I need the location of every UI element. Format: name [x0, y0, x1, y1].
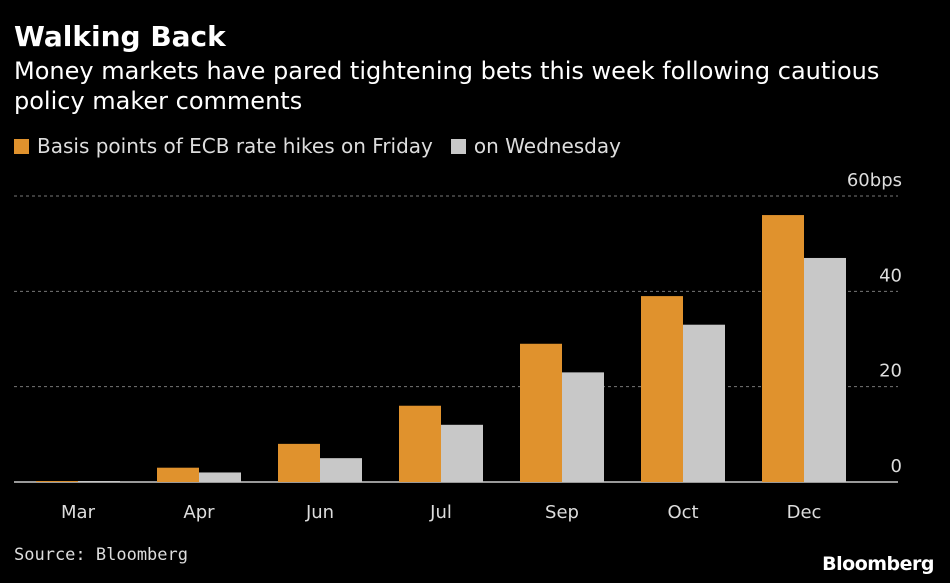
bar-apr-friday — [157, 467, 199, 482]
x-tick-label-apr: Apr — [183, 502, 215, 523]
y-tick-label-20: 20 — [879, 361, 902, 382]
x-tick-label-oct: Oct — [667, 502, 698, 523]
x-tick-label-dec: Dec — [787, 502, 822, 523]
bar-jul-wednesday — [441, 424, 483, 482]
legend-label-wednesday: on Wednesday — [473, 134, 621, 158]
bloomberg-logo: Bloomberg — [822, 553, 934, 575]
x-tick-label-jun: Jun — [305, 502, 334, 523]
x-tick-label-sep: Sep — [545, 502, 579, 523]
bar-mar-friday — [36, 481, 78, 482]
legend: Basis points of ECB rate hikes on Friday… — [14, 134, 639, 158]
legend-item-wednesday: on Wednesday — [450, 134, 621, 158]
source-note: Source: Bloomberg — [14, 545, 188, 565]
bar-jun-wednesday — [320, 458, 362, 482]
y-tick-label-0: 0 — [891, 456, 902, 477]
legend-label-friday: Basis points of ECB rate hikes on Friday — [37, 134, 433, 158]
legend-swatch-wednesday — [450, 138, 466, 154]
bar-oct-friday — [641, 296, 683, 482]
bar-mar-wednesday — [78, 481, 120, 482]
bar-sep-wednesday — [562, 372, 604, 482]
chart-subtitle: Money markets have pared tightening bets… — [14, 57, 880, 115]
x-tick-label-jul: Jul — [429, 502, 452, 523]
legend-swatch-friday — [14, 138, 29, 154]
bar-jun-friday — [278, 443, 320, 482]
legend-item-friday: Basis points of ECB rate hikes on Friday — [14, 134, 433, 158]
y-tick-label-60: 60bps — [847, 170, 902, 191]
bar-dec-wednesday — [804, 257, 846, 482]
y-tick-label-40: 40 — [879, 265, 902, 286]
bar-dec-friday — [762, 215, 804, 483]
bar-jul-friday — [399, 405, 441, 482]
bar-apr-wednesday — [199, 472, 241, 482]
x-tick-label-mar: Mar — [61, 502, 96, 523]
bar-sep-friday — [520, 343, 562, 482]
bar-oct-wednesday — [683, 324, 725, 482]
chart-title: Walking Back — [14, 20, 226, 53]
